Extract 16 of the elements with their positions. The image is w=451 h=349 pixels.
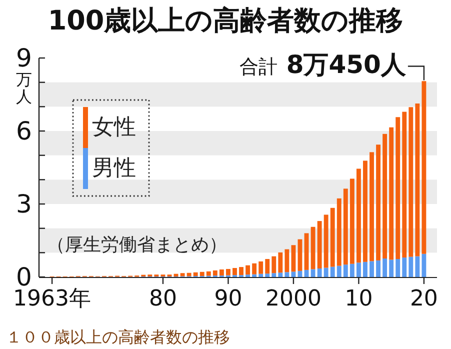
y-tick-label: 3 (16, 190, 32, 218)
legend-label: 男性 (92, 156, 136, 181)
x-tick-label: 20 (410, 286, 438, 312)
x-tick-label: 90 (214, 286, 242, 312)
y-tick-label: 9 (16, 44, 32, 72)
chart-title: 100歳以上の高齢者数の推移 (48, 6, 404, 36)
annotation: （厚生労働省まとめ） (47, 234, 227, 256)
x-tick-label: 2000 (265, 286, 322, 312)
y-tick-label: 6 (16, 116, 32, 146)
y-axis-title: 万人 (16, 70, 32, 106)
x-tick-label: 80 (148, 286, 177, 312)
x-tick-label: 1963年 (13, 286, 92, 312)
annotation: 合計 8万450人 (240, 50, 407, 80)
x-tick-label: 10 (344, 286, 373, 312)
legend-label: 女性 (92, 115, 136, 140)
text: １００歳以上の高齢者数の推移 (6, 328, 230, 346)
